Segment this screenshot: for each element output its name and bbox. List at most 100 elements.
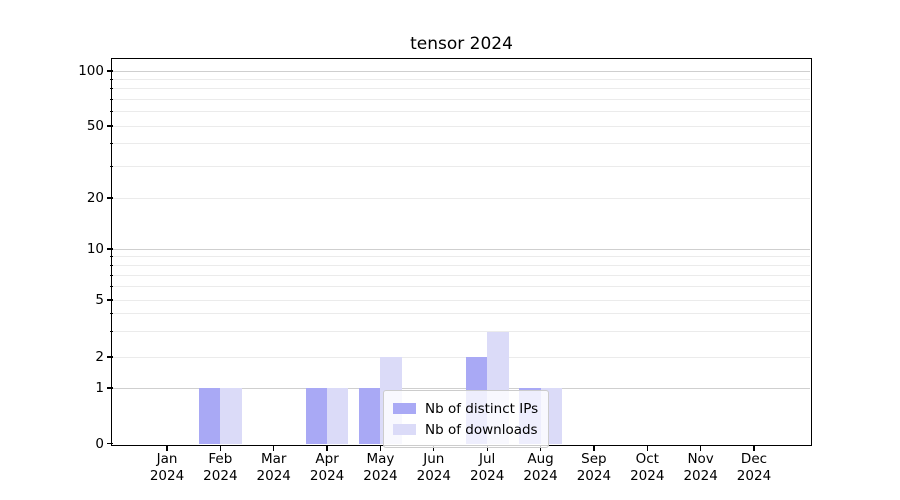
legend-item-downloads: Nb of downloads [393,419,538,440]
y-tick [107,356,113,358]
bar-distinct-ips-Feb [198,388,221,444]
minor-gridline [113,299,810,301]
x-tick-year: 2024 [363,468,398,484]
x-tick-year: 2024 [416,468,451,484]
x-tick-month: Jun [423,451,445,467]
y-tick-label: 100 [78,63,104,79]
x-tick-month: Oct [635,451,659,467]
x-tick [166,446,168,451]
x-tick [326,446,328,451]
x-tick-month: Jul [479,451,496,467]
y-tick-label: 50 [86,118,104,134]
x-tick-month: Nov [687,451,714,467]
x-tick-month: Dec [740,451,768,467]
major-gridline [113,70,810,72]
y-tick-label: 5 [95,292,104,308]
x-tick-label: Jul 2024 [455,451,519,485]
major-gridline [113,387,810,389]
x-tick [219,446,221,451]
y-tick-label: 2 [95,349,104,365]
minor-gridline [113,264,810,266]
minor-gridline [113,256,810,258]
bar-distinct-ips-May [359,388,381,444]
x-tick-label: Nov 2024 [669,451,733,485]
x-tick [753,446,755,451]
x-tick-year: 2024 [630,468,665,484]
x-tick-label: Jun 2024 [402,451,466,485]
bar-distinct-ips-Apr [305,388,328,444]
minor-gridline [113,88,810,90]
x-tick-year: 2024 [736,468,772,484]
y-tick-label: 10 [86,241,104,257]
x-tick-label: Dec 2024 [722,451,786,485]
y-tick [107,442,113,445]
y-minor-tick [109,274,113,276]
y-tick [107,197,113,199]
y-tick-label: 20 [86,190,104,206]
x-tick [539,446,542,451]
bar-downloads-Feb [220,388,242,444]
x-tick-month: Apr [315,451,339,467]
minor-gridline [113,197,810,199]
x-tick-label: Aug 2024 [509,451,573,485]
x-tick-year: 2024 [203,468,238,484]
plot-area: Nb of distinct IPs Nb of downloads [113,60,810,448]
minor-gridline [113,143,810,145]
x-tick-year: 2024 [523,468,558,484]
y-minor-tick [109,98,113,100]
y-minor-tick [109,286,113,288]
minor-gridline [113,165,810,167]
x-tick-label: May 2024 [348,451,412,485]
minor-gridline [113,98,810,100]
y-minor-tick [109,313,113,315]
y-tick [107,125,113,127]
x-tick [379,446,382,451]
y-minor-tick [109,256,113,258]
y-minor-tick [109,88,113,90]
x-tick [273,446,275,451]
bar-downloads-Apr [327,388,349,444]
y-tick-label: 0 [95,435,104,452]
x-tick-label: Oct 2024 [615,451,679,485]
x-tick-year: 2024 [469,468,505,484]
bars-layer [113,60,810,444]
y-minor-tick [109,143,113,145]
legend: Nb of distinct IPs Nb of downloads [383,390,550,448]
y-minor-tick [109,165,113,167]
legend-swatch-downloads-icon [393,424,416,435]
x-tick-month: Jan [156,451,178,467]
x-tick-month: Sep [581,451,607,467]
major-gridline [113,248,810,250]
x-tick-label: Sep 2024 [562,451,626,485]
gridline-layer [113,60,810,444]
x-tick-label: Mar 2024 [242,451,306,485]
x-tick [593,446,595,451]
minor-gridline [113,78,810,80]
x-tick-year: 2024 [683,468,718,484]
y-minor-tick [109,264,113,266]
minor-gridline [113,313,810,315]
minor-gridline [113,286,810,288]
chart-title: tensor 2024 [410,34,513,54]
y-tick [107,70,113,72]
x-tick-label: Jan 2024 [135,451,199,485]
x-tick [646,446,648,451]
x-tick [699,446,702,451]
y-tick-label: 1 [95,380,104,396]
y-minor-tick [109,331,113,333]
x-tick-year: 2024 [576,468,612,484]
minor-gridline [113,274,810,276]
x-tick [433,446,435,451]
minor-gridline [113,125,810,127]
y-minor-tick [109,78,113,80]
x-tick [486,446,488,451]
minor-gridline [113,331,810,333]
x-tick-label: Feb 2024 [188,451,252,485]
y-minor-tick [109,111,113,113]
x-tick-month: May [366,451,395,467]
x-tick-year: 2024 [256,468,291,484]
x-tick-year: 2024 [149,468,185,484]
minor-gridline [113,111,810,113]
y-tick [107,299,113,301]
